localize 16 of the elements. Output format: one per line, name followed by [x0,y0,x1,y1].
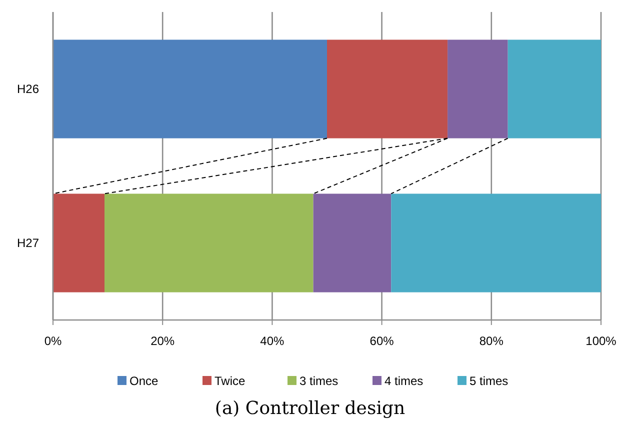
x-tick-label: 0% [44,334,62,348]
y-tick-label: H26 [16,82,40,96]
legend-label: Twice [214,374,246,388]
text: (a) Controller design [214,398,406,419]
legend-label: 3 times [300,374,338,388]
bar [53,194,105,292]
legend-label: 5 times [470,374,508,388]
bar [508,40,601,138]
x-tick-label: 60% [370,334,394,348]
y-tick-label: H27 [16,236,40,250]
legend-label: 4 times [384,374,424,388]
x-tick-label: 40% [260,334,285,348]
x-tick-label: 20% [150,334,175,348]
x-tick-label: 80% [479,334,504,348]
legend-label: Once [130,374,159,388]
x-tick-label: 100% [586,334,617,348]
